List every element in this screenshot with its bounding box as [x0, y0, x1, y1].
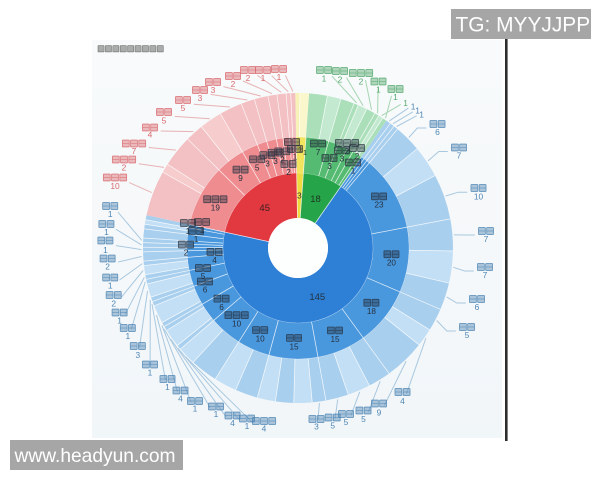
svg-text:2: 2	[359, 77, 364, 87]
svg-text:15: 15	[289, 342, 299, 351]
svg-text:4: 4	[262, 424, 267, 434]
svg-text:15: 15	[330, 335, 340, 344]
svg-text:1: 1	[393, 92, 398, 102]
svg-text:1: 1	[261, 73, 266, 83]
svg-text:4: 4	[230, 418, 235, 428]
svg-text:1: 1	[277, 72, 282, 82]
svg-text:1: 1	[303, 148, 307, 157]
svg-text:18: 18	[367, 307, 377, 316]
svg-text:1: 1	[103, 245, 108, 255]
svg-text:2: 2	[286, 168, 291, 177]
svg-text:5: 5	[255, 164, 260, 173]
svg-text:10: 10	[256, 334, 266, 343]
svg-text:7: 7	[483, 270, 488, 280]
svg-text:1: 1	[403, 98, 408, 108]
svg-text:3: 3	[297, 191, 302, 201]
svg-text:2: 2	[122, 163, 127, 173]
svg-text:3: 3	[327, 162, 332, 171]
svg-text:5: 5	[181, 103, 186, 113]
svg-text:2: 2	[184, 248, 189, 257]
svg-text:18: 18	[310, 194, 321, 205]
svg-text:4: 4	[178, 394, 183, 404]
svg-text:10: 10	[110, 181, 120, 191]
svg-text:5: 5	[330, 421, 335, 431]
svg-text:2: 2	[246, 73, 251, 83]
svg-text:1: 1	[165, 382, 170, 392]
svg-text:3: 3	[135, 350, 140, 360]
svg-text:3: 3	[314, 422, 319, 432]
svg-text:5: 5	[465, 330, 470, 340]
svg-text:9: 9	[238, 174, 243, 183]
svg-text:1: 1	[293, 152, 298, 161]
svg-text:1: 1	[194, 235, 199, 244]
svg-text:145: 145	[309, 292, 325, 303]
svg-text:10: 10	[474, 192, 484, 202]
svg-text:5: 5	[344, 417, 349, 427]
svg-text:1: 1	[351, 166, 356, 175]
svg-text:2: 2	[338, 75, 343, 85]
svg-text:1: 1	[245, 421, 250, 431]
svg-text:4: 4	[212, 256, 217, 265]
svg-text:1: 1	[419, 109, 424, 119]
svg-text:3: 3	[211, 85, 216, 95]
svg-text:1: 1	[186, 227, 191, 236]
svg-text:3: 3	[198, 93, 203, 103]
svg-text:6: 6	[219, 303, 224, 312]
svg-text:19: 19	[211, 204, 221, 213]
svg-text:6: 6	[475, 302, 480, 312]
svg-text:1: 1	[376, 85, 381, 95]
svg-text:1: 1	[193, 404, 198, 414]
svg-text:2: 2	[105, 262, 110, 272]
svg-text:1: 1	[322, 74, 327, 84]
svg-text:6: 6	[435, 127, 440, 137]
svg-text:6: 6	[203, 285, 208, 294]
svg-text:5: 5	[162, 116, 167, 126]
svg-text:7: 7	[457, 151, 462, 161]
svg-text:10: 10	[232, 320, 242, 329]
svg-text:1: 1	[148, 368, 153, 378]
svg-text:2: 2	[345, 147, 350, 156]
svg-text:TG: MYYJJPP: TG: MYYJJPP	[456, 14, 591, 37]
svg-text:1: 1	[125, 331, 130, 341]
svg-text:1: 1	[108, 209, 113, 219]
svg-text:7: 7	[484, 234, 489, 244]
svg-text:1: 1	[214, 409, 219, 419]
svg-text:1: 1	[108, 281, 113, 291]
svg-text:5: 5	[361, 414, 366, 424]
svg-text:1: 1	[117, 316, 122, 326]
svg-text:7: 7	[132, 146, 137, 156]
svg-text:45: 45	[259, 203, 270, 214]
svg-text:4: 4	[148, 130, 153, 140]
svg-text:3: 3	[273, 157, 278, 166]
svg-text:3: 3	[265, 159, 270, 168]
svg-text:1: 1	[200, 226, 205, 235]
svg-text:2: 2	[111, 299, 116, 309]
svg-text:www.headyun.com: www.headyun.com	[14, 446, 176, 467]
svg-text:5: 5	[201, 272, 206, 281]
svg-text:9: 9	[377, 408, 382, 418]
svg-text:20: 20	[387, 259, 397, 268]
svg-text:2: 2	[231, 79, 236, 89]
svg-text:4: 4	[400, 396, 405, 406]
svg-text:1: 1	[104, 227, 109, 237]
svg-text:7: 7	[316, 148, 321, 157]
svg-text:23: 23	[374, 201, 384, 210]
